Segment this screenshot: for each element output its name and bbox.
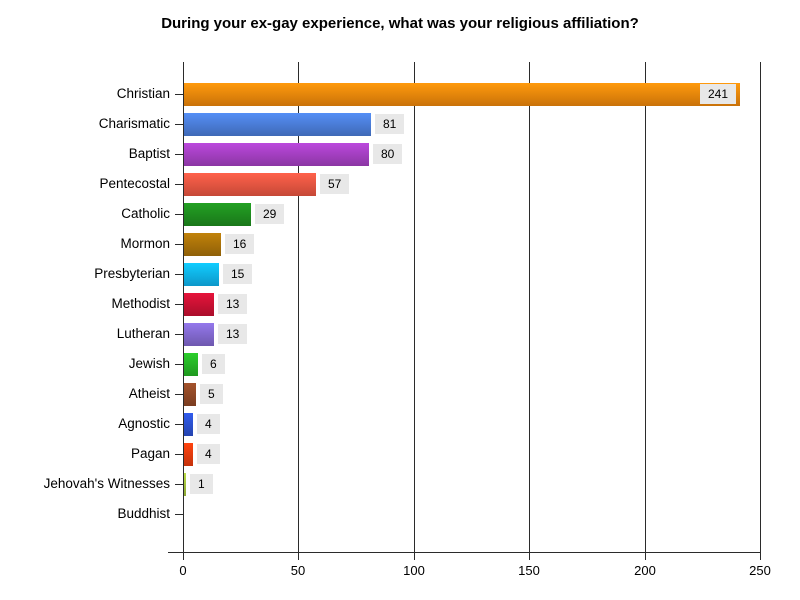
category-label: Jewish [128,356,170,371]
value-label: 57 [320,174,350,194]
bar [184,293,214,316]
category-tick [175,274,183,275]
category-label: Baptist [128,146,170,161]
x-axis-tick [645,553,646,560]
category-tick [175,514,183,515]
category-tick [175,484,183,485]
category-tick [175,334,183,335]
value-label: 4 [197,444,220,464]
category-tick [175,304,183,305]
value-label: 241 [699,84,736,104]
category-tick [175,454,183,455]
value-label: 15 [223,264,253,284]
x-tick-label: 50 [290,563,306,578]
bar [184,443,193,466]
x-tick-label: 250 [749,563,771,578]
category-tick [175,154,183,155]
category-tick [175,244,183,245]
gridline [645,62,646,552]
value-label: 16 [225,234,255,254]
category-label: Lutheran [116,326,170,341]
x-axis-tick [183,553,184,560]
value-label: 1 [190,474,213,494]
category-label: Buddhist [117,506,170,521]
x-axis-tick [529,553,530,560]
category-label: Atheist [128,386,170,401]
bar [184,113,371,136]
value-label: 5 [200,384,223,404]
category-label: Pentecostal [99,176,170,191]
bar [184,263,219,286]
bar [184,323,214,346]
x-tick-label: 150 [518,563,540,578]
bar [184,143,369,166]
bar [184,383,196,406]
category-tick [175,214,183,215]
bar [184,353,198,376]
value-label: 13 [218,324,248,344]
gridline [414,62,415,552]
value-label: 80 [373,144,403,164]
category-label: Catholic [121,206,170,221]
category-tick [175,364,183,365]
category-label: Agnostic [118,416,170,431]
x-tick-label: 0 [179,563,187,578]
category-tick [175,184,183,185]
category-label: Pagan [130,446,170,461]
value-label: 6 [202,354,225,374]
category-tick [175,124,183,125]
bar [184,203,251,226]
gridline [183,62,184,552]
category-tick [175,94,183,95]
bar [184,83,740,106]
value-label: 81 [375,114,405,134]
plot-area: 0 50 100 150 200 250 Christian 241 Charismatic 81… [44,62,771,578]
category-label: Christian [116,86,170,101]
x-axis-line [168,552,761,553]
category-tick [175,424,183,425]
bar [184,473,186,496]
value-label: 4 [197,414,220,434]
category-label: Presbyterian [94,266,170,281]
value-label: 29 [255,204,285,224]
bar [184,233,221,256]
category-label: Mormon [120,236,170,251]
value-label: 13 [218,294,248,314]
category-label: Methodist [111,296,170,311]
x-tick-label: 100 [403,563,425,578]
x-axis-tick [414,553,415,560]
category-label: Jehovah's Witnesses [43,476,170,491]
category-tick [175,394,183,395]
x-tick-label: 200 [634,563,656,578]
category-label: Charismatic [98,116,170,131]
bar [184,413,193,436]
chart-title: During your ex-gay experience, what was … [161,15,639,32]
x-axis-tick [760,553,761,560]
bar [184,173,316,196]
gridline [298,62,299,552]
gridline [529,62,530,552]
x-axis-tick [298,553,299,560]
gridline [760,62,761,552]
